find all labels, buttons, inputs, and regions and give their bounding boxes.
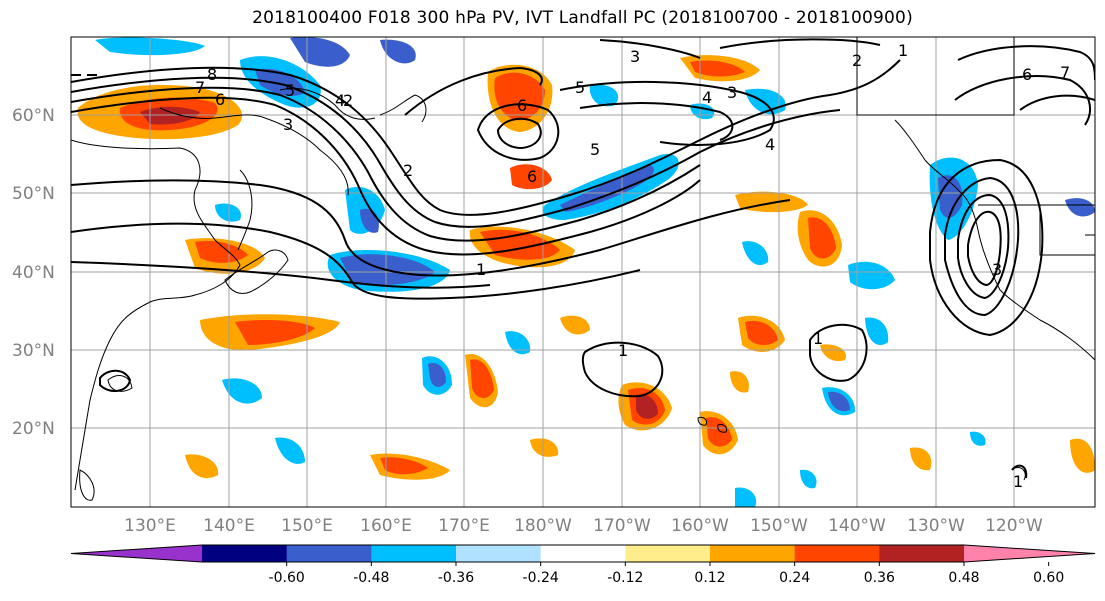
- contour-label: 5: [285, 81, 295, 100]
- contour-label: 6: [1022, 65, 1032, 84]
- colorbar-tick-label: -0.60: [269, 570, 305, 586]
- contour-label: 5: [590, 140, 600, 159]
- lon-label: 150°E: [281, 516, 333, 536]
- map-frame: [70, 36, 1096, 508]
- colorbar-tick-label: 0.60: [1033, 570, 1064, 586]
- latitude-labels: 60°N 50°N 40°N 30°N 20°N: [12, 106, 55, 439]
- contour-label: 6: [517, 96, 527, 115]
- colorbar-tick-label: -0.12: [607, 570, 643, 586]
- colorbar: -0.60 -0.48 -0.36 -0.24 -0.12 0.12 0.24 0.36 0.4…: [70, 544, 1096, 586]
- lat-label: 50°N: [12, 184, 55, 204]
- contour-label: 1: [618, 341, 628, 360]
- contour-label: 1: [476, 260, 486, 279]
- contour-label: 1: [898, 41, 908, 60]
- colorbar-tick-label: 0.48: [948, 570, 979, 586]
- lon-label: 180°W: [514, 516, 572, 536]
- contour-label: 2: [852, 51, 862, 70]
- colorbar-tick-label: -0.36: [438, 570, 474, 586]
- colorbar-swatch: [286, 545, 372, 562]
- colorbar-swatch: [202, 545, 288, 562]
- colorbar-swatch: [710, 545, 796, 562]
- colorbar-tick-label: 0.12: [694, 570, 725, 586]
- contour-label: 3: [283, 115, 293, 134]
- colorbar-extend-low: [71, 545, 202, 562]
- lat-label: 30°N: [12, 341, 55, 361]
- pv-shading: [77, 37, 1095, 507]
- colorbar-tick-label: -0.24: [523, 570, 559, 586]
- colorbar-outline: [70, 544, 1096, 563]
- contour-label: 8: [207, 65, 217, 84]
- colorbar-tick-label: 0.24: [779, 570, 810, 586]
- colorbar-tick-label: -0.48: [353, 570, 389, 586]
- lon-label: 150°W: [750, 516, 808, 536]
- lat-label: 20°N: [12, 419, 55, 439]
- contour-label: 7: [1060, 63, 1070, 82]
- contour-label: 1: [1013, 472, 1023, 491]
- contour-label: 6: [527, 167, 537, 186]
- colorbar-extend-high: [964, 545, 1095, 562]
- contour-label: 2: [403, 161, 413, 180]
- map-title: 2018100400 F018 300 hPa PV, IVT Landfall…: [252, 8, 913, 28]
- colorbar-swatch: [794, 545, 880, 562]
- contour-label: 4: [335, 91, 345, 110]
- contour-label: 1: [813, 329, 823, 348]
- contour-label: 3: [727, 83, 737, 102]
- contour-label: 3: [992, 260, 1002, 279]
- lon-label: 170°E: [438, 516, 490, 536]
- contour-label: 6: [215, 90, 225, 109]
- colorbar-swatch: [540, 545, 626, 562]
- lon-label: 120°W: [985, 516, 1043, 536]
- contour-label: 7: [195, 78, 205, 97]
- lon-label: 160°W: [671, 516, 729, 536]
- contour-label: 4: [765, 135, 775, 154]
- lon-label: 170°W: [593, 516, 651, 536]
- lat-label: 40°N: [12, 263, 55, 283]
- colorbar-swatch: [879, 545, 965, 562]
- contour-label: 2: [343, 91, 353, 110]
- colorbar-swatch: [371, 545, 457, 562]
- lon-label: 140°W: [828, 516, 886, 536]
- colorbar-swatch: [625, 545, 711, 562]
- lon-label: 130°W: [907, 516, 965, 536]
- lat-label: 60°N: [12, 106, 55, 126]
- contour-label: 5: [575, 78, 585, 97]
- lon-label: 160°E: [360, 516, 412, 536]
- colorbar-tick-label: 0.36: [864, 570, 895, 586]
- contour-label: 3: [630, 47, 640, 66]
- contour-label: 4: [702, 88, 712, 107]
- lon-label: 130°E: [124, 516, 176, 536]
- contour-labels: 8 7 6 5 4 3 2 1 6 5 4 3 2 1 4 5 6 7 3 1 …: [195, 41, 1070, 491]
- colorbar-swatch: [456, 545, 542, 562]
- pv-contours: [71, 38, 1095, 479]
- lon-label: 140°E: [203, 516, 255, 536]
- longitude-labels: 130°E 140°E 150°E 160°E 170°E 180°W 170°…: [124, 516, 1043, 536]
- coastlines: [71, 37, 1095, 501]
